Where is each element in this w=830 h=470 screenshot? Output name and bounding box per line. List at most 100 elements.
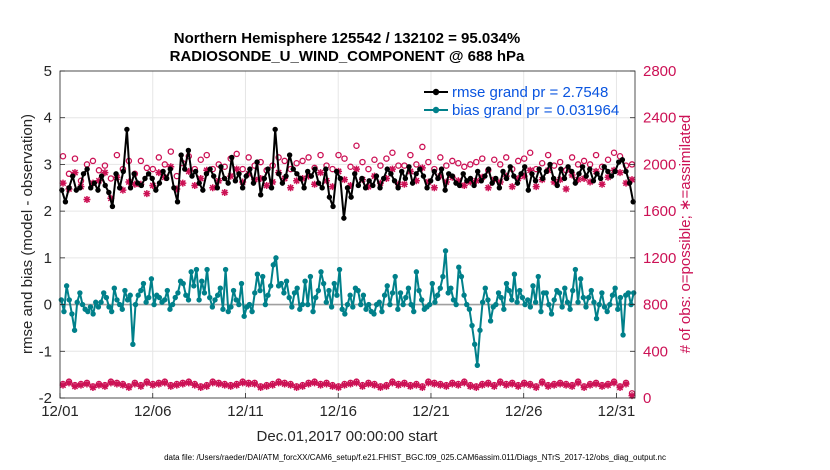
bias-point bbox=[376, 299, 382, 305]
rmse-point bbox=[590, 178, 597, 184]
bias-point bbox=[530, 283, 536, 289]
bias-point bbox=[395, 306, 401, 312]
bias-point bbox=[360, 292, 367, 298]
rmse-point bbox=[626, 180, 633, 186]
bias-point bbox=[230, 287, 237, 294]
rmse-point bbox=[532, 178, 539, 184]
obs-assimilated-low-point bbox=[376, 383, 384, 391]
obs-assimilated-low-point bbox=[364, 380, 372, 388]
rmse-point bbox=[66, 185, 72, 191]
bias-point bbox=[130, 341, 136, 347]
rmse-point bbox=[254, 159, 260, 165]
bias-point bbox=[498, 294, 504, 301]
obs-assimilated-low-point bbox=[197, 383, 205, 391]
obs-assimilated-low-point bbox=[448, 380, 456, 388]
obs-assimilated-low-point bbox=[143, 379, 151, 387]
obs-possible-point bbox=[473, 158, 480, 166]
legend-rmse-marker bbox=[432, 88, 440, 96]
obs-assimilated-low-point bbox=[203, 382, 211, 390]
rmse-point bbox=[69, 173, 76, 179]
obs-assimilated-low-point bbox=[478, 381, 486, 389]
bias-point bbox=[114, 297, 120, 303]
y-tick-label: 4 bbox=[44, 110, 52, 127]
rmse-point bbox=[467, 175, 474, 182]
bias-point bbox=[477, 327, 483, 333]
bias-point bbox=[207, 294, 213, 301]
obs-assimilated-point bbox=[263, 181, 271, 189]
obs-assimilated-low-point bbox=[209, 379, 217, 387]
obs-assimilated-low-point bbox=[526, 381, 534, 389]
bias-point bbox=[180, 280, 186, 287]
bias-point bbox=[323, 299, 330, 305]
obs-assimilated-low-point bbox=[562, 381, 570, 389]
obs-possible-point bbox=[407, 151, 414, 159]
bias-point bbox=[445, 290, 451, 296]
bias-point bbox=[389, 290, 396, 296]
rmse-point bbox=[413, 171, 419, 177]
bias-point bbox=[543, 290, 549, 296]
rmse-point bbox=[442, 187, 448, 193]
obs-possible-point bbox=[107, 175, 115, 182]
bias-point bbox=[291, 290, 298, 296]
rmse-point bbox=[160, 168, 166, 175]
obs-assimilated-low-point bbox=[400, 380, 408, 388]
bias-point bbox=[615, 306, 621, 312]
obs-possible-point bbox=[502, 154, 510, 161]
bias-point bbox=[212, 297, 218, 303]
bias-point bbox=[175, 290, 181, 296]
rmse-point bbox=[474, 168, 481, 175]
rmse-point bbox=[308, 173, 315, 179]
obs-assimilated-low-point bbox=[269, 381, 277, 389]
bias-point bbox=[265, 292, 271, 298]
rmse-point bbox=[406, 164, 412, 170]
bias-point bbox=[267, 283, 274, 289]
obs-assimilated-low-point bbox=[227, 382, 235, 390]
bias-point bbox=[148, 276, 155, 282]
obs-assimilated-low-point bbox=[251, 380, 259, 388]
obs-possible-point bbox=[71, 155, 79, 162]
rmse-point bbox=[196, 180, 202, 186]
rmse-point bbox=[120, 168, 126, 175]
bias-point bbox=[514, 299, 520, 305]
bias-point bbox=[464, 301, 470, 308]
obs-assimilated-low-point bbox=[346, 380, 354, 388]
rmse-point bbox=[232, 178, 239, 184]
y-right-tick-label: 1200 bbox=[643, 250, 676, 267]
bias-point bbox=[135, 292, 141, 298]
obs-assimilated-point bbox=[245, 170, 253, 178]
bias-point bbox=[448, 285, 454, 291]
bias-point bbox=[509, 297, 515, 303]
bias-point bbox=[106, 304, 112, 310]
bias-point bbox=[538, 308, 544, 315]
rmse-point bbox=[113, 171, 119, 177]
rmse-point bbox=[366, 178, 372, 184]
bias-point bbox=[313, 294, 319, 301]
bias-point bbox=[551, 297, 557, 303]
x-axis: 12/01 12/06 12/11 12/16 12/21 12/26 12/31 bbox=[41, 393, 635, 420]
bias-point bbox=[108, 308, 115, 315]
x-tick-label: 12/06 bbox=[134, 403, 172, 420]
rmse-point bbox=[601, 164, 607, 170]
obs-assimilated-point bbox=[173, 185, 181, 193]
rmse-point bbox=[594, 171, 600, 177]
obs-possible-point bbox=[514, 157, 522, 165]
obs-assimilated-low-point bbox=[287, 381, 295, 389]
bias-point bbox=[249, 308, 255, 315]
rmse-point bbox=[283, 173, 289, 179]
bias-point bbox=[501, 306, 507, 312]
rmse-point bbox=[478, 178, 485, 184]
obs-assimilated-point bbox=[185, 167, 193, 175]
obs-assimilated-low-point bbox=[149, 381, 157, 389]
bias-point bbox=[273, 255, 279, 261]
obs-assimilated-point bbox=[197, 174, 205, 182]
bias-point bbox=[458, 273, 465, 280]
rmse-point bbox=[424, 185, 430, 191]
obs-assimilated-low-point bbox=[311, 379, 319, 387]
bias-point bbox=[506, 287, 512, 294]
obs-possible-point bbox=[383, 155, 390, 162]
obs-assimilated-point bbox=[293, 177, 301, 185]
bias-point bbox=[387, 301, 393, 308]
bias-point bbox=[535, 273, 541, 280]
rmse-point bbox=[182, 166, 188, 172]
rmse-point bbox=[605, 168, 611, 175]
